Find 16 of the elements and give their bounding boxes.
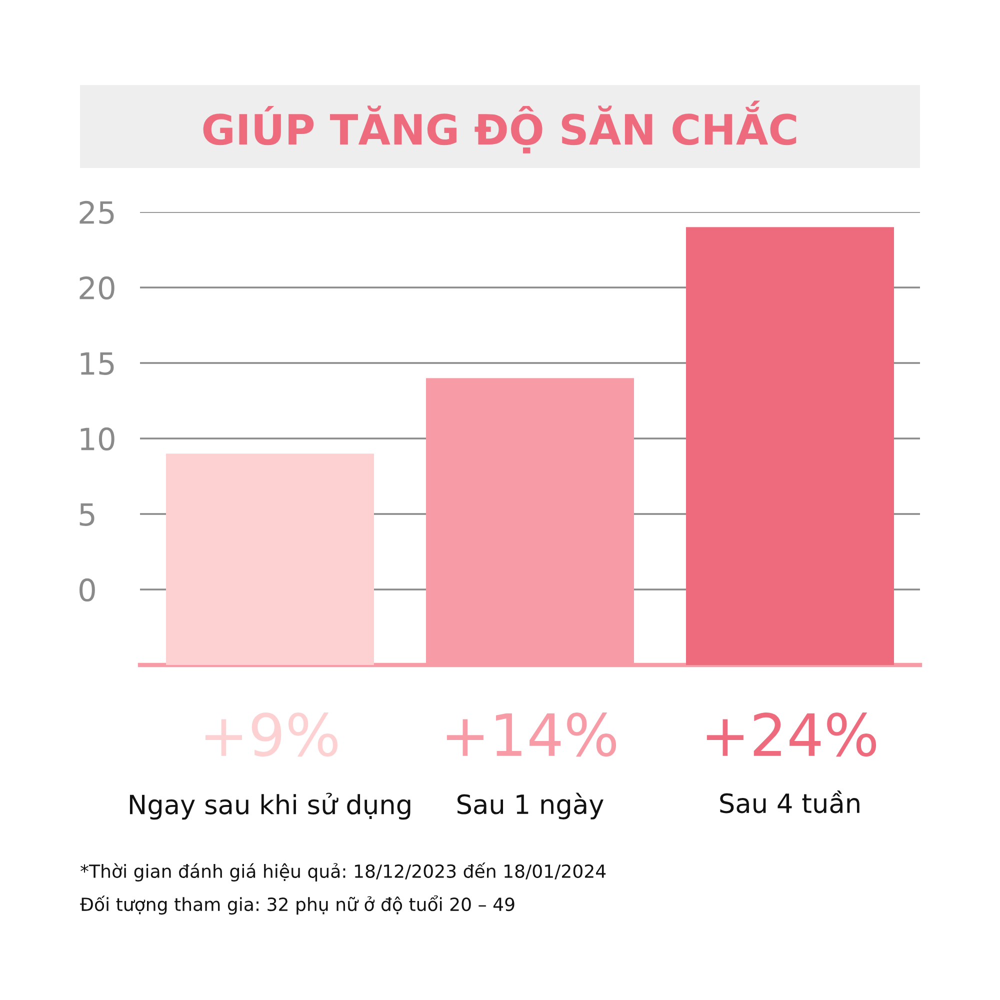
text: *Thời gian đánh giá hiệu quả: 18/12/2023 đến 18/01/2024	[80, 862, 606, 882]
chart-title: GIÚP TĂNG ĐỘ SĂN CHẮC	[203, 100, 796, 154]
x-tick-label: Sau 1 ngày	[458, 792, 604, 820]
y-tick-label: 5	[80, 503, 94, 526]
y-tick-label: 20	[80, 276, 114, 300]
text: Đối tượng tham gia: 32 phụ nữ ở độ tuổi 20 – 49	[80, 895, 514, 915]
data-label: +24%	[706, 712, 876, 757]
y-tick-label: 10	[80, 427, 114, 451]
x-tick-label: Sau 4 tuần	[720, 790, 860, 814]
x-tick-label: Ngay sau khi sử dụng	[130, 792, 410, 820]
bar	[686, 227, 894, 665]
y-tick-label: 15	[80, 352, 114, 376]
y-tick-label: 25	[80, 200, 114, 224]
y-tick-label: 0	[80, 578, 95, 602]
data-label: +14%	[446, 712, 616, 757]
bar	[166, 454, 374, 665]
